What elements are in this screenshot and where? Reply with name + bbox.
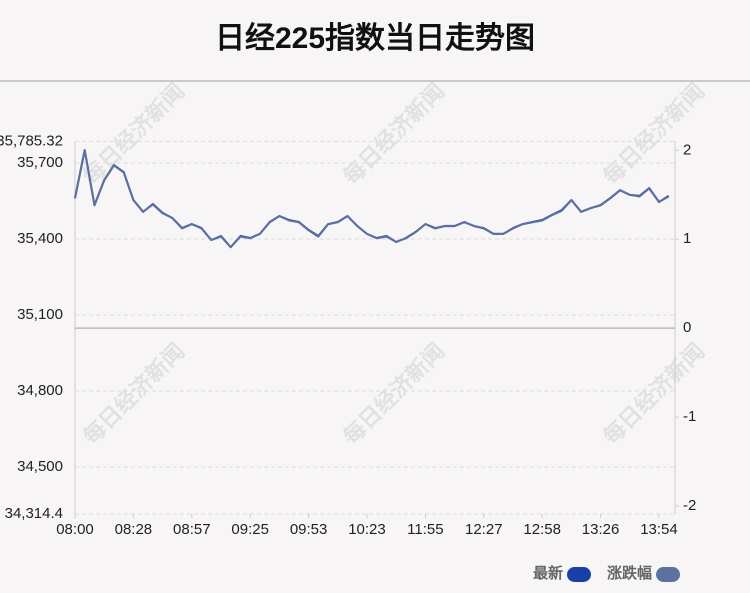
- legend-label: 最新: [533, 564, 563, 582]
- series-line: [74, 149, 670, 249]
- y-tick-label: 35,100: [17, 306, 63, 323]
- x-tick-label: 11:55: [407, 521, 443, 538]
- x-tick-label: 12:58: [523, 521, 561, 538]
- y2-tick-label: 1: [683, 230, 691, 247]
- x-tick-label: 09:25: [231, 521, 269, 538]
- y-tick-label: 34,500: [17, 458, 63, 475]
- y2-tick-label: 2: [683, 141, 691, 158]
- y-tick-label: 34,314.4: [5, 505, 63, 522]
- y-tick-label: 35,400: [17, 230, 63, 247]
- x-tick-label: 09:53: [290, 521, 328, 538]
- y-tick-label: 35,785.32: [0, 132, 63, 149]
- legend-swatch: [567, 567, 592, 582]
- x-tick-label: 13:54: [640, 521, 678, 538]
- x-tick-label: 08:57: [173, 521, 211, 538]
- y2-tick-label: -1: [683, 408, 696, 425]
- y-tick-label: 34,800: [17, 382, 63, 399]
- x-tick-label: 10:23: [348, 521, 386, 538]
- y-tick-label: 35,700: [17, 154, 63, 171]
- x-tick-label: 08:28: [115, 521, 153, 538]
- legend-swatch: [656, 567, 681, 582]
- y2-tick-label: 0: [683, 319, 691, 336]
- y2-tick-label: -2: [683, 497, 696, 514]
- x-tick-label: 13:26: [582, 521, 620, 538]
- x-tick-label: 12:27: [465, 521, 503, 538]
- x-tick-label: 08:00: [56, 521, 94, 538]
- legend-label: 涨跌幅: [607, 564, 652, 582]
- chart-title: 日经225指数当日走势图: [215, 21, 535, 55]
